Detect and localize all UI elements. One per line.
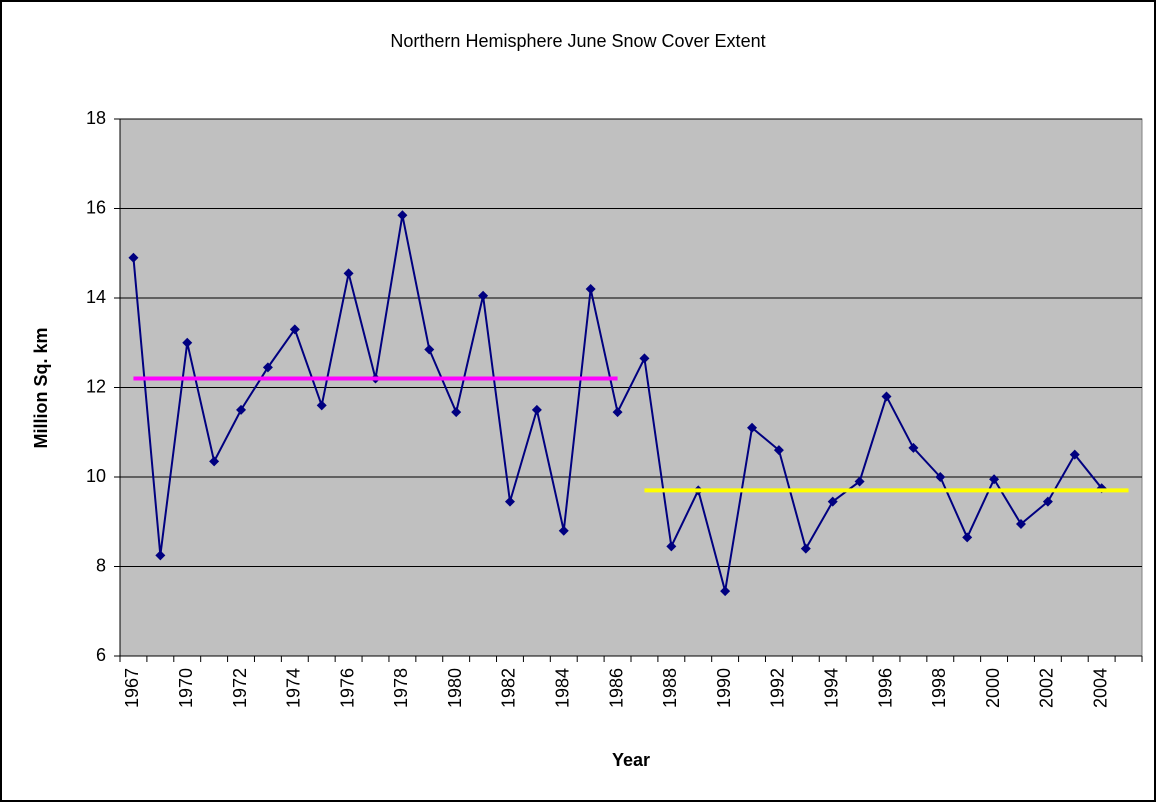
x-tick-label: 1990	[714, 668, 734, 708]
y-axis-label: Million Sq. km	[31, 327, 51, 448]
y-tick-label: 6	[96, 645, 106, 665]
x-tick-label: 2002	[1037, 668, 1057, 708]
data-point	[182, 337, 193, 348]
x-tick-label: 1998	[929, 668, 949, 708]
data-point	[854, 476, 865, 487]
data-point	[720, 586, 731, 597]
data-point	[612, 407, 623, 418]
data-point	[504, 496, 515, 507]
x-tick-label: 2000	[983, 668, 1003, 708]
data-point	[773, 445, 784, 456]
x-tick-label: 1967	[122, 668, 142, 708]
data-point	[478, 290, 489, 301]
data-point	[343, 268, 354, 279]
data-point	[209, 456, 220, 467]
y-tick-label: 18	[86, 108, 106, 128]
chart-title: Northern Hemisphere June Snow Cover Exte…	[390, 31, 765, 51]
data-point	[747, 422, 758, 433]
x-tick-label: 1972	[230, 668, 250, 708]
data-point	[1015, 518, 1026, 529]
data-point	[558, 525, 569, 536]
data-point	[155, 550, 166, 561]
x-tick-label: 1992	[768, 668, 788, 708]
data-point	[1042, 496, 1053, 507]
data-point	[908, 442, 919, 453]
data-point	[585, 284, 596, 295]
y-tick-label: 14	[86, 287, 106, 307]
y-tick-label: 10	[86, 466, 106, 486]
data-point	[397, 210, 408, 221]
x-tick-label: 1986	[606, 668, 626, 708]
data-point	[424, 344, 435, 355]
x-tick-label: 1970	[176, 668, 196, 708]
data-point	[935, 472, 946, 482]
x-tick-label: 1978	[391, 668, 411, 708]
x-tick-label: 1982	[499, 668, 519, 708]
data-point	[1069, 449, 1080, 460]
x-tick-label: 1988	[660, 668, 680, 708]
y-tick-label: 8	[96, 555, 106, 575]
x-tick-label: 1996	[875, 668, 895, 708]
data-point	[236, 404, 247, 415]
data-point	[827, 496, 838, 507]
data-point	[289, 324, 300, 335]
data-point	[666, 541, 677, 552]
y-tick-label: 12	[86, 376, 106, 396]
data-point	[881, 391, 892, 402]
x-tick-label: 1980	[445, 668, 465, 708]
data-point	[800, 543, 811, 554]
data-point	[989, 474, 1000, 485]
data-point	[962, 532, 973, 543]
data-point	[451, 407, 462, 418]
data-point	[531, 404, 542, 415]
x-tick-label: 1984	[553, 668, 573, 708]
data-point	[316, 400, 327, 411]
y-tick-label: 16	[86, 197, 106, 217]
data-point	[262, 362, 273, 373]
data-point	[639, 353, 650, 364]
data-point	[128, 252, 139, 263]
x-tick-label: 2004	[1090, 668, 1110, 708]
x-tick-label: 1974	[284, 668, 304, 708]
x-tick-label: 1994	[821, 668, 841, 708]
x-tick-label: 1976	[337, 668, 357, 708]
x-axis-label: Year	[612, 750, 650, 770]
